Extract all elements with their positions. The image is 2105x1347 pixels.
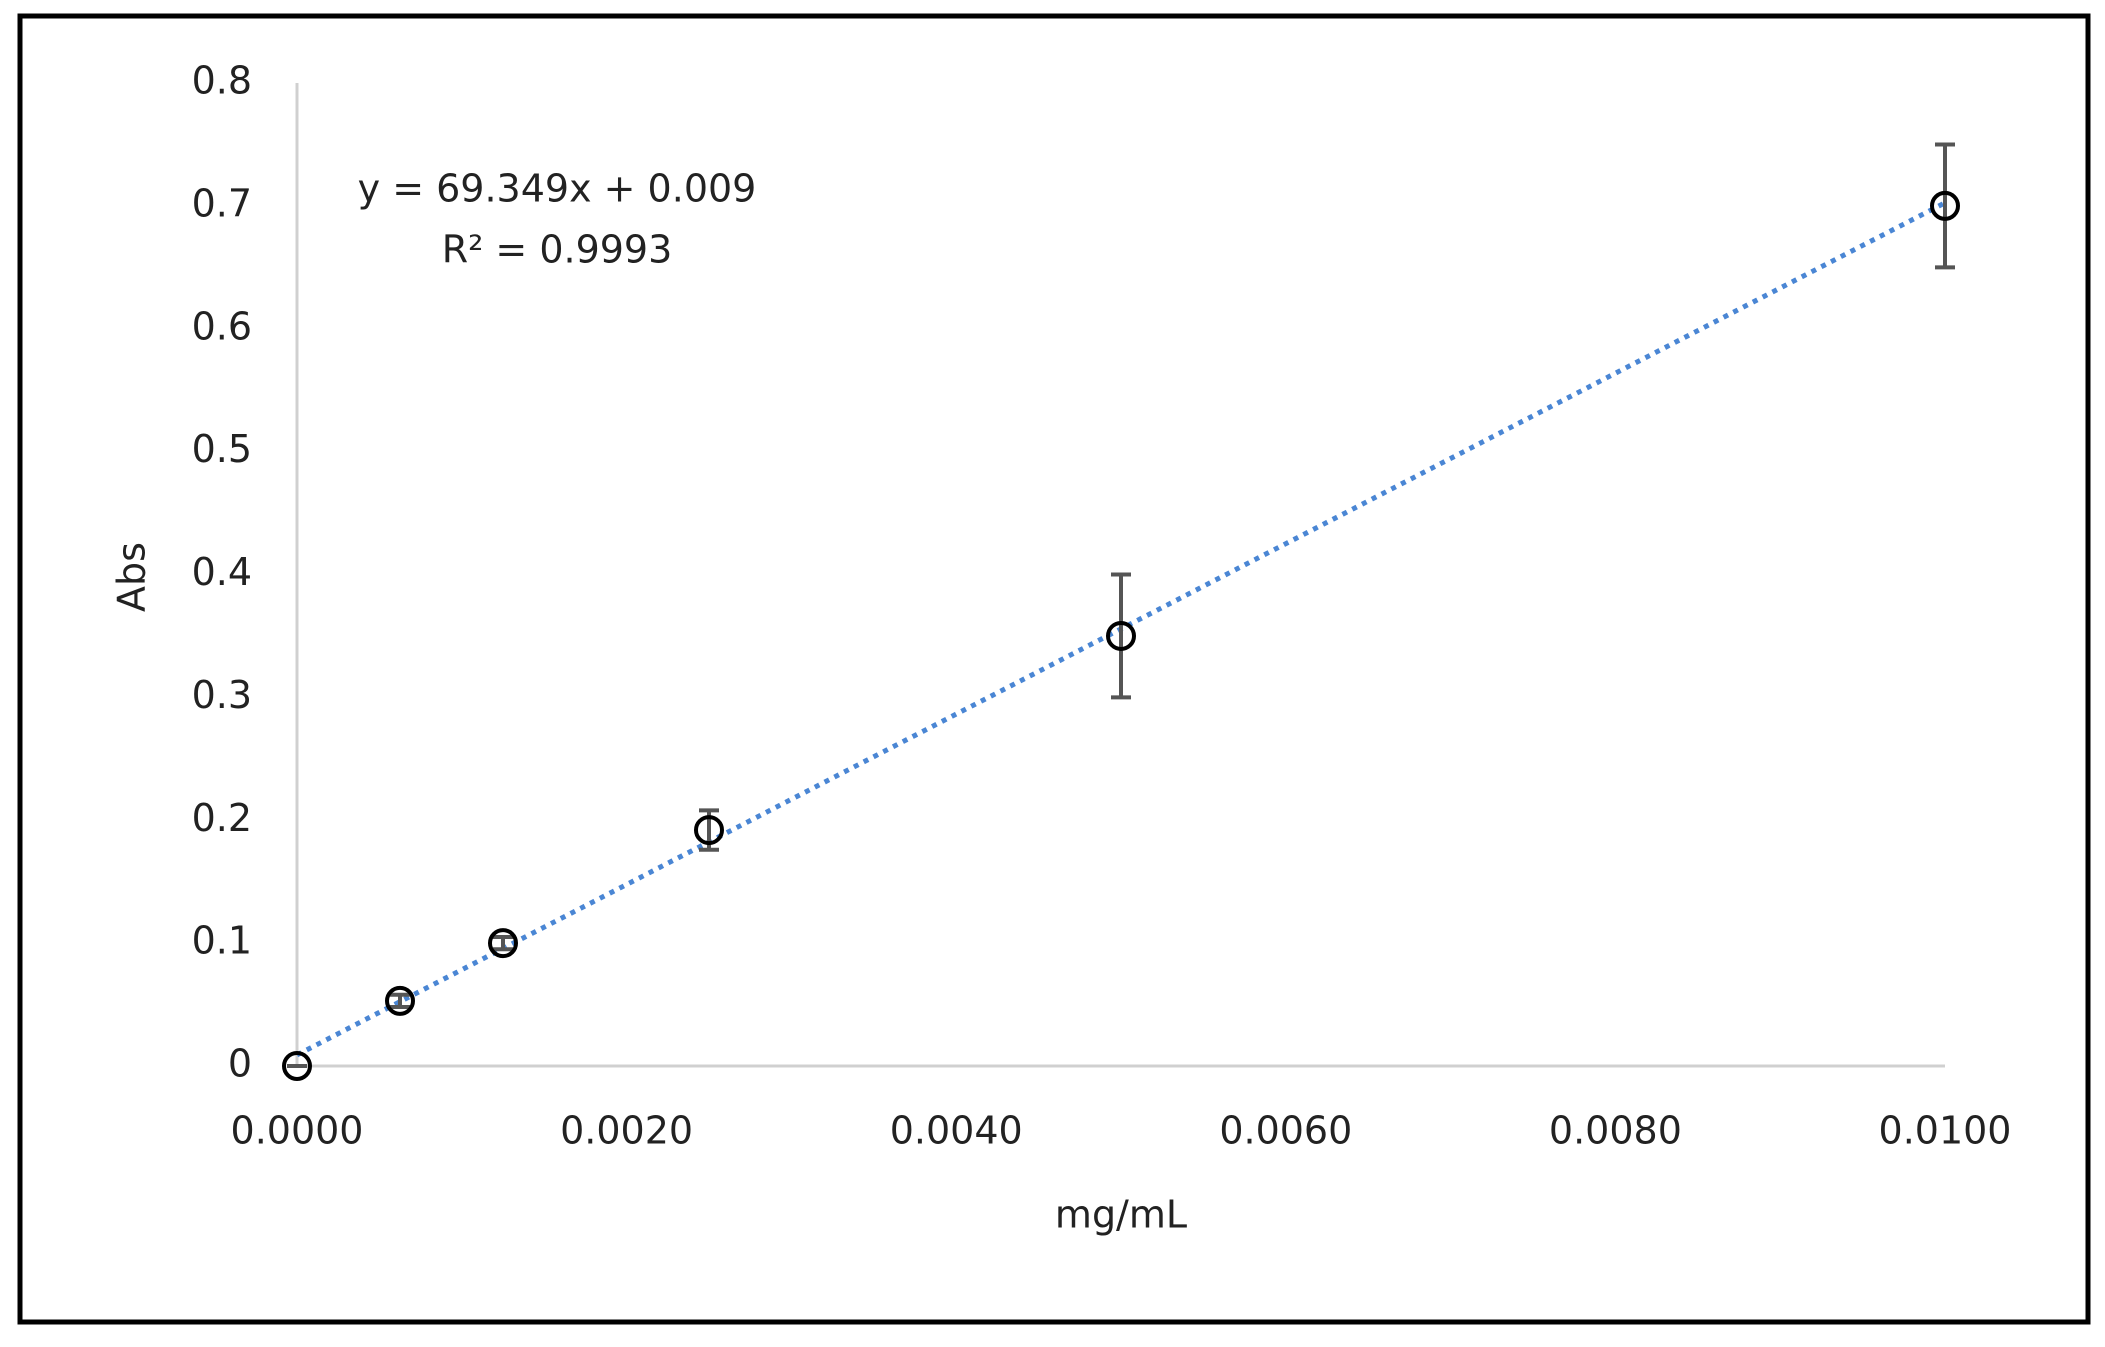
x-tick-label: 0.0060 [1219,1109,1352,1153]
data-point [488,928,518,959]
y-tick-label: 0.3 [192,673,252,717]
x-tick-label: 0.0100 [1879,1109,2012,1153]
data-point [1930,190,1960,221]
y-tick-label: 0.6 [192,304,252,348]
x-axis-title: mg/mL [1055,1193,1187,1237]
y-tick-label: 0.8 [192,59,252,103]
trend-r-squared: R² = 0.9993 [442,228,673,272]
y-axis-title: Abs [110,542,154,612]
data-point [1106,620,1136,651]
x-tick-label: 0.0000 [231,1109,364,1153]
data-point [282,1051,312,1081]
y-tick-label: 0.5 [192,427,252,471]
y-tick-label: 0.4 [192,550,252,594]
x-tick-label: 0.0020 [560,1109,693,1153]
x-tick-label: 0.0080 [1549,1109,1682,1153]
x-tick-label: 0.0040 [890,1109,1023,1153]
chart-border [17,13,2091,1325]
data-point [694,815,724,846]
data-point [385,985,415,1016]
y-tick-label: 0.2 [192,796,252,840]
y-tick-label: 0 [228,1042,252,1086]
y-tick-label: 0.1 [192,919,252,963]
y-tick-label: 0.7 [192,181,252,225]
trend-equation: y = 69.349x + 0.009 [358,167,757,211]
